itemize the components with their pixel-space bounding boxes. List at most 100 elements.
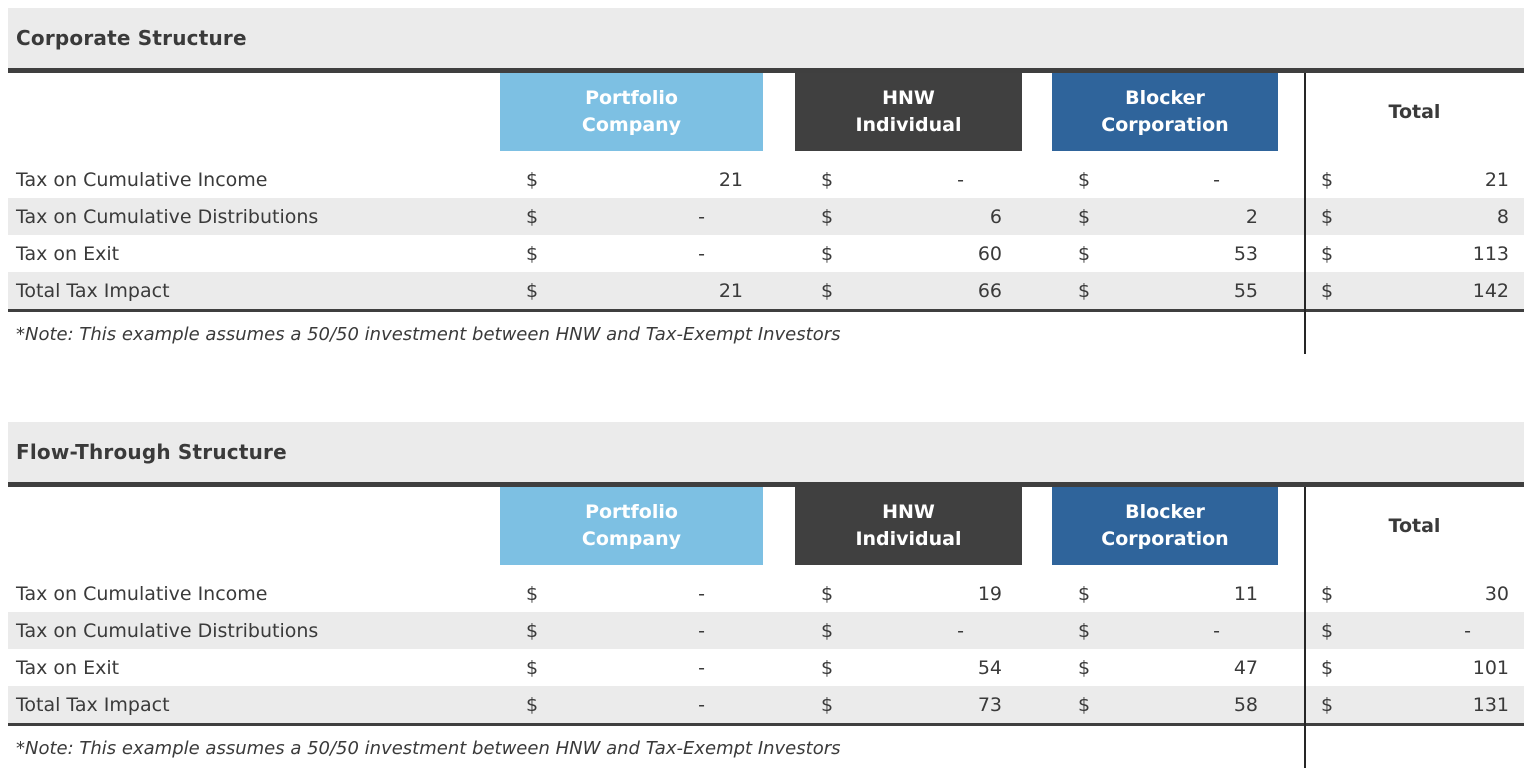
- money-cell: $2: [1052, 206, 1278, 228]
- money-cell: $8: [1305, 206, 1524, 228]
- cell-value: 11: [1233, 582, 1258, 605]
- cell-value: 6: [989, 205, 1002, 228]
- column-header-blocker-corporation: Blocker Corporation: [1052, 73, 1278, 151]
- row-label: Tax on Cumulative Distributions: [16, 619, 319, 642]
- currency-symbol: $: [821, 242, 834, 265]
- column-header-portfolio-company: Portfolio Company: [500, 73, 763, 151]
- money-cell: $ -: [500, 620, 763, 642]
- cell-value: -: [698, 656, 705, 679]
- total-column-divider: [1304, 73, 1306, 354]
- currency-symbol: $: [1078, 619, 1091, 642]
- money-cell: $ -: [500, 206, 763, 228]
- money-cell: $54: [795, 657, 1022, 679]
- cell-value: 113: [1472, 242, 1509, 265]
- table-body: Portfolio Company HNW Individual Blocker C…: [8, 487, 1524, 768]
- currency-symbol: $: [526, 582, 539, 605]
- row-label: Tax on Cumulative Income: [16, 168, 268, 191]
- cell-value: -: [698, 619, 705, 642]
- currency-symbol: $: [1078, 168, 1091, 191]
- cell-value: 21: [1484, 168, 1509, 191]
- money-cell: $55: [1052, 280, 1278, 302]
- table-title: Flow-Through Structure: [8, 422, 1524, 482]
- cell-value: -: [957, 619, 964, 642]
- money-cell: $ -: [500, 583, 763, 605]
- currency-symbol: $: [1321, 242, 1334, 265]
- bottom-rule: [8, 723, 1524, 726]
- cell-value: 8: [1496, 205, 1509, 228]
- footnote: *Note: This example assumes a 50/50 inve…: [16, 324, 841, 345]
- cell-value: -: [1464, 619, 1471, 642]
- row-label: Tax on Exit: [16, 656, 120, 679]
- currency-symbol: $: [1078, 582, 1091, 605]
- currency-symbol: $: [821, 693, 834, 716]
- money-cell: $ -: [500, 694, 763, 716]
- money-cell: $21: [1305, 169, 1524, 191]
- rows: Tax on Cumulative Income $ - $19 $11 $30 Tax o…: [8, 575, 1524, 723]
- money-cell: $ -: [500, 657, 763, 679]
- currency-symbol: $: [1321, 279, 1334, 302]
- table-row: Tax on Cumulative Distributions $ - $6 $2 $8: [8, 198, 1524, 235]
- header-row: Portfolio Company HNW Individual Blocker C…: [8, 73, 1524, 151]
- cell-value: 131: [1472, 693, 1509, 716]
- header-row: Portfolio Company HNW Individual Blocker C…: [8, 487, 1524, 565]
- flow-through-structure-table: Flow-Through Structure Portfolio Company…: [8, 422, 1524, 768]
- currency-symbol: $: [821, 168, 834, 191]
- currency-symbol: $: [526, 656, 539, 679]
- currency-symbol: $: [1321, 582, 1334, 605]
- column-header-hnw-individual: HNW Individual: [795, 73, 1022, 151]
- cell-value: 30: [1484, 582, 1509, 605]
- table-row: Total Tax Impact $ - $73 $58 $131: [8, 686, 1524, 723]
- currency-symbol: $: [821, 279, 834, 302]
- cell-value: 101: [1472, 656, 1509, 679]
- total-column-divider: [1304, 487, 1306, 768]
- money-cell: $ -: [1305, 620, 1524, 642]
- money-cell: $60: [795, 243, 1022, 265]
- row-label: Tax on Exit: [16, 242, 120, 265]
- currency-symbol: $: [526, 279, 539, 302]
- bottom-rule: [8, 309, 1524, 312]
- column-header-total: Total: [1388, 514, 1441, 537]
- money-cell: $30: [1305, 583, 1524, 605]
- row-label: Tax on Cumulative Distributions: [16, 205, 319, 228]
- money-cell: $ -: [500, 243, 763, 265]
- currency-symbol: $: [1321, 619, 1334, 642]
- currency-symbol: $: [821, 619, 834, 642]
- column-header-total: Total: [1388, 100, 1441, 123]
- currency-symbol: $: [1078, 656, 1091, 679]
- currency-symbol: $: [1321, 693, 1334, 716]
- money-cell: $113: [1305, 243, 1524, 265]
- money-cell: $142: [1305, 280, 1524, 302]
- cell-value: 73: [977, 693, 1002, 716]
- cell-value: -: [698, 205, 705, 228]
- footnote: *Note: This example assumes a 50/50 inve…: [16, 738, 841, 759]
- row-label: Total Tax Impact: [16, 693, 170, 716]
- column-header-hnw-individual: HNW Individual: [795, 487, 1022, 565]
- cell-value: -: [698, 693, 705, 716]
- money-cell: $101: [1305, 657, 1524, 679]
- currency-symbol: $: [821, 205, 834, 228]
- currency-symbol: $: [1078, 205, 1091, 228]
- table-row: Total Tax Impact $21 $66 $55 $142: [8, 272, 1524, 309]
- row-label: Total Tax Impact: [16, 279, 170, 302]
- currency-symbol: $: [1321, 168, 1334, 191]
- row-label: Tax on Cumulative Income: [16, 582, 268, 605]
- money-cell: $53: [1052, 243, 1278, 265]
- cell-value: 142: [1472, 279, 1509, 302]
- cell-value: 21: [718, 279, 743, 302]
- money-cell: $ -: [1052, 620, 1278, 642]
- money-cell: $21: [500, 280, 763, 302]
- cell-value: -: [957, 168, 964, 191]
- cell-value: 21: [718, 168, 743, 191]
- table-title: Corporate Structure: [8, 8, 1524, 68]
- money-cell: $47: [1052, 657, 1278, 679]
- cell-value: 2: [1245, 205, 1258, 228]
- currency-symbol: $: [526, 693, 539, 716]
- rows: Tax on Cumulative Income $21 $ - $ - $21 Tax on…: [8, 161, 1524, 309]
- currency-symbol: $: [526, 619, 539, 642]
- table-row: Tax on Exit $ - $60 $53 $113: [8, 235, 1524, 272]
- cell-value: 53: [1233, 242, 1258, 265]
- cell-value: -: [698, 582, 705, 605]
- corporate-structure-table: Corporate Structure Portfolio Company HNW…: [8, 8, 1524, 354]
- money-cell: $131: [1305, 694, 1524, 716]
- table-row: Tax on Cumulative Income $ - $19 $11 $30: [8, 575, 1524, 612]
